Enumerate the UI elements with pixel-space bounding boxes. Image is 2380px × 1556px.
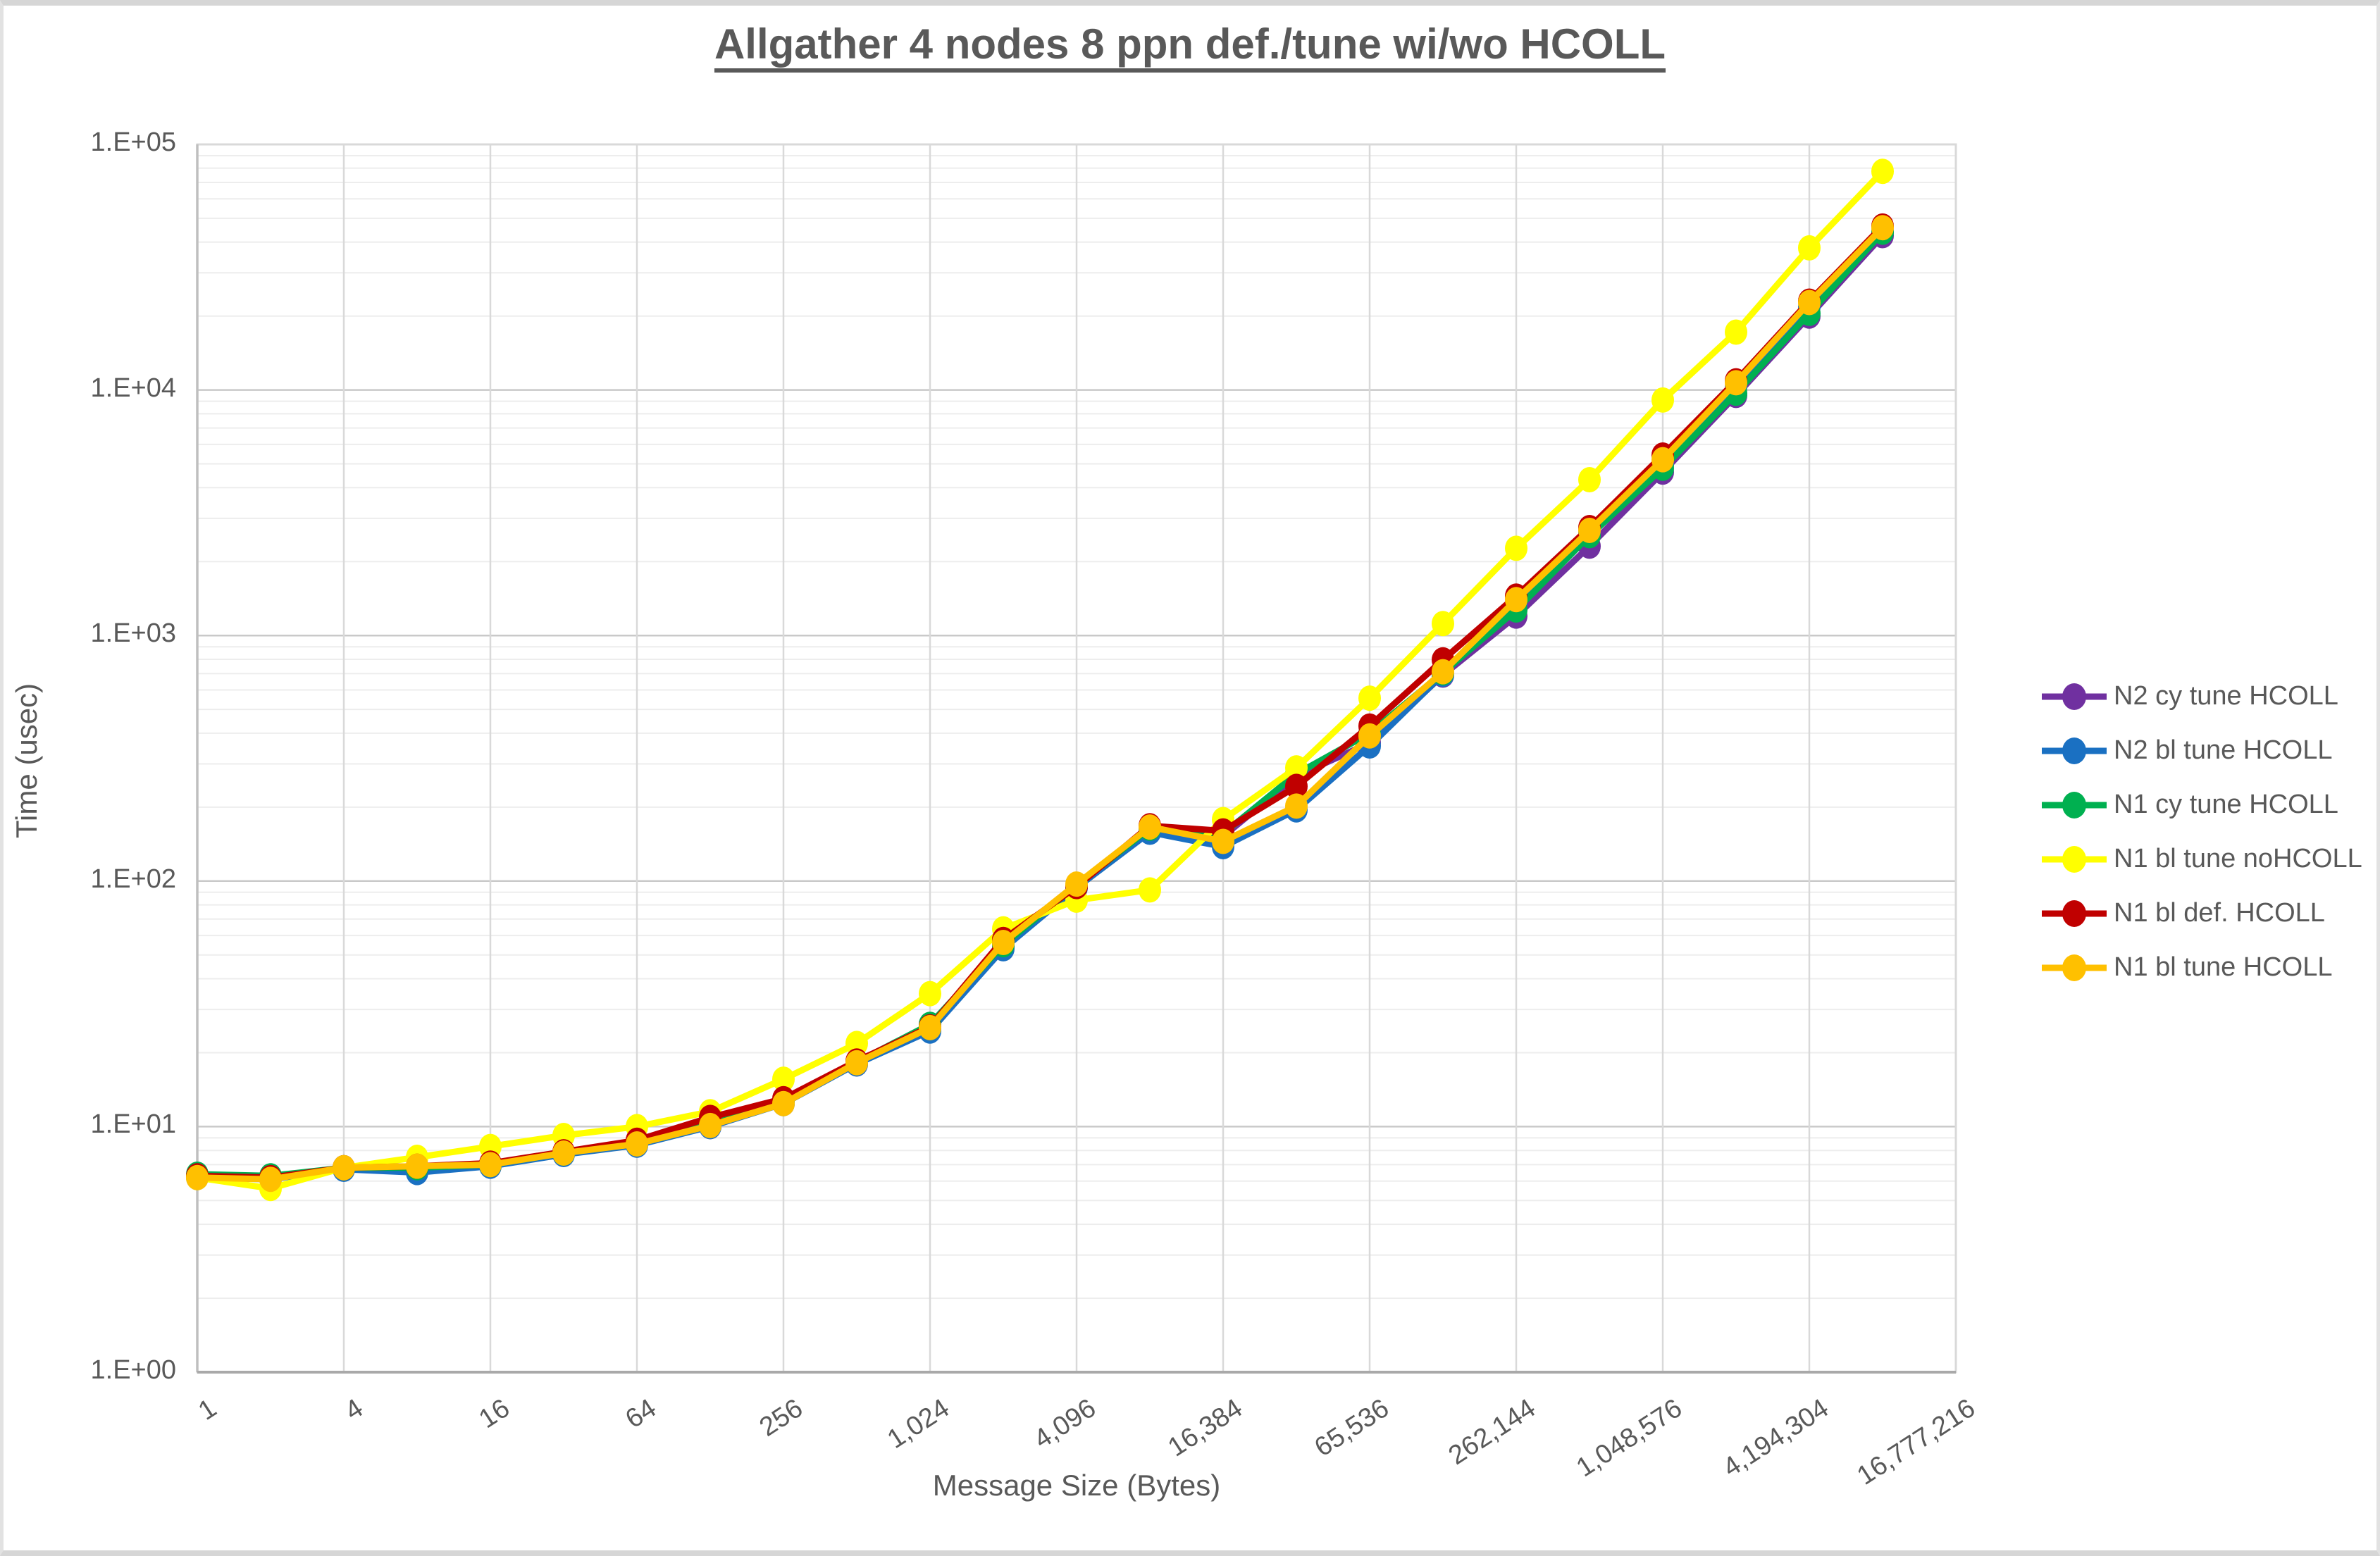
legend-item: N1 bl tune HCOLL — [2042, 940, 2362, 995]
data-point-marker — [1285, 755, 1308, 781]
data-point-marker — [1065, 871, 1088, 897]
data-point-marker — [1505, 587, 1527, 613]
data-point-marker — [845, 1031, 868, 1057]
legend-swatch — [2042, 954, 2107, 981]
y-tick-label: 1.E+05 — [90, 127, 177, 157]
data-point-marker — [1285, 793, 1308, 819]
y-tick-label: 1.E+00 — [90, 1355, 177, 1385]
data-point-marker — [1871, 215, 1894, 241]
data-point-marker — [919, 1014, 941, 1040]
data-point-marker — [772, 1090, 795, 1116]
data-point-marker — [1285, 773, 1308, 799]
legend-label: N2 cy tune HCOLL — [2114, 681, 2338, 711]
legend-label: N1 bl def. HCOLL — [2114, 898, 2325, 928]
legend: N2 cy tune HCOLL N2 bl tune HCOLL N1 cy tu… — [2042, 669, 2362, 995]
series-n1-bl-tune-nohcoll — [186, 158, 1894, 1202]
legend-item: N2 cy tune HCOLL — [2042, 669, 2362, 723]
series-n2-cy-tune-hcoll — [186, 223, 1894, 1190]
series-line — [194, 232, 1886, 1181]
data-point-marker — [1505, 535, 1527, 561]
x-axis-title: Message Size (Bytes) — [932, 1469, 1221, 1502]
legend-item: N1 cy tune HCOLL — [2042, 778, 2362, 832]
data-point-marker — [1651, 447, 1674, 473]
data-point-marker — [1358, 685, 1381, 711]
data-point-marker — [1725, 319, 1747, 345]
data-point-marker — [699, 1112, 721, 1138]
y-tick-label: 1.E+04 — [90, 373, 177, 403]
data-point-marker — [1725, 370, 1747, 396]
data-point-marker — [1212, 828, 1234, 854]
y-tick-label: 1.E+02 — [90, 864, 177, 894]
data-point-marker — [845, 1050, 868, 1076]
legend-swatch — [2042, 683, 2107, 710]
legend-label: N2 bl tune HCOLL — [2114, 735, 2333, 765]
legend-swatch — [2042, 900, 2107, 927]
y-axis-title: Time (usec) — [10, 683, 43, 839]
legend-item: N1 bl tune noHCOLL — [2042, 832, 2362, 886]
data-point-marker — [1578, 467, 1601, 492]
y-tick-label: 1.E+01 — [90, 1109, 177, 1140]
data-point-marker — [406, 1153, 428, 1179]
y-tick-label: 1.E+03 — [90, 618, 177, 649]
series-n1-cy-tune-hcoll — [186, 219, 1894, 1189]
legend-label: N1 cy tune HCOLL — [2114, 790, 2338, 819]
data-point-marker — [1651, 387, 1674, 413]
data-point-marker — [626, 1131, 648, 1157]
data-point-marker — [479, 1152, 502, 1178]
legend-label: N1 bl tune noHCOLL — [2114, 844, 2362, 873]
data-point-marker — [186, 1164, 209, 1190]
legend-label: N1 bl tune HCOLL — [2114, 952, 2333, 982]
series-line — [194, 228, 1886, 1183]
series-line — [194, 168, 1886, 1192]
data-point-marker — [1432, 611, 1454, 637]
data-point-marker — [919, 981, 941, 1007]
legend-item: N1 bl def. HCOLL — [2042, 886, 2362, 940]
series-n1-bl-tune-hcoll — [186, 215, 1894, 1193]
data-point-marker — [1798, 235, 1821, 261]
legend-item: N2 bl tune HCOLL — [2042, 723, 2362, 778]
data-point-marker — [772, 1066, 795, 1093]
data-point-marker — [552, 1140, 575, 1166]
data-point-marker — [1139, 877, 1161, 903]
series-line — [194, 224, 1886, 1183]
data-point-marker — [1578, 518, 1601, 543]
legend-swatch — [2042, 845, 2107, 873]
data-point-marker — [1871, 158, 1894, 185]
data-point-marker — [1432, 659, 1454, 685]
data-point-marker — [259, 1166, 282, 1193]
data-point-marker — [992, 930, 1015, 955]
legend-swatch — [2042, 737, 2107, 764]
data-point-marker — [333, 1154, 355, 1181]
data-point-marker — [1798, 290, 1821, 316]
legend-swatch — [2042, 791, 2107, 819]
chart-title: Allgather 4 nodes 8 ppn def./tune wi/wo … — [714, 20, 1666, 68]
series-line — [194, 229, 1886, 1179]
series-n1-bl-def-hcoll — [186, 213, 1894, 1190]
data-point-marker — [1358, 723, 1381, 749]
series-n2-bl-tune-hcoll — [186, 219, 1894, 1193]
series-line — [194, 223, 1886, 1181]
data-point-marker — [1139, 814, 1161, 840]
